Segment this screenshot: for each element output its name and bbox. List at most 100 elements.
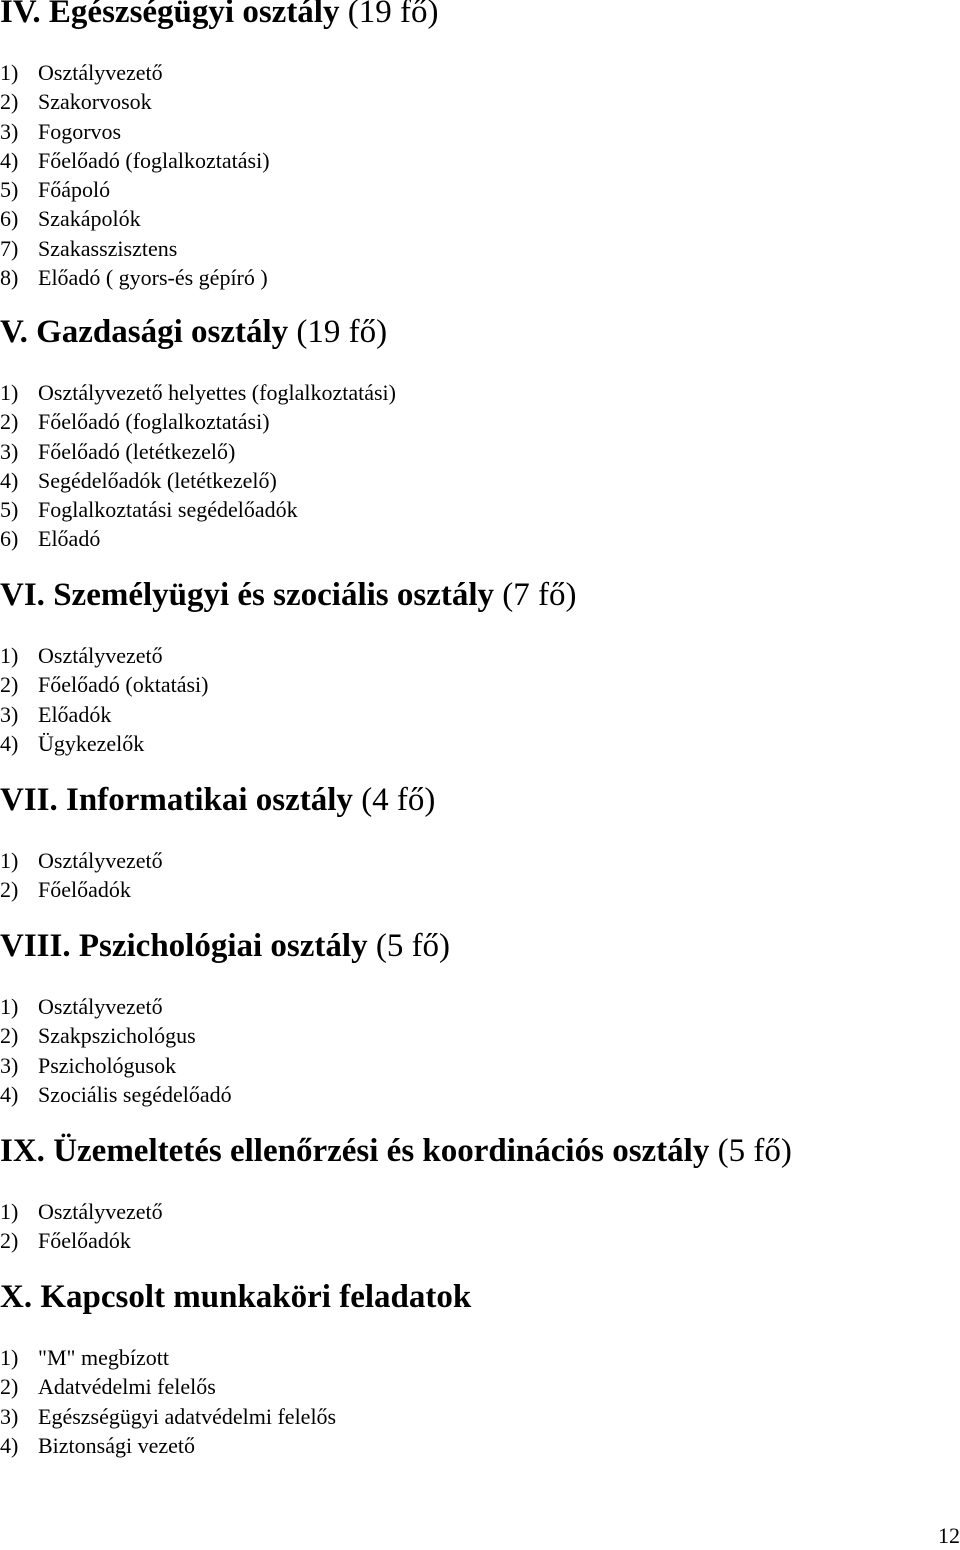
position-list: 1) Osztályvezető 2) Szakpszichológus 3) Psz… (0, 992, 232, 1109)
section-heading: VIII. Pszichológiai osztály (5 fő) (0, 930, 940, 963)
staff-count: (4 fő) (361, 782, 436, 818)
item-marker: 2) (0, 672, 19, 698)
section-x: X. Kapcsolt munkaköri feladatok 1) "M" me… (0, 1281, 940, 1458)
item-marker: 2) (0, 89, 19, 115)
item-marker: 4) (0, 1081, 19, 1107)
item-text: Osztályvezető (38, 994, 163, 1019)
section-viii: VIII. Pszichológiai osztály (5 fő) 1) Osz… (0, 930, 940, 1107)
section-number: V. (0, 314, 28, 350)
section-heading: IX. Üzemeltetés ellenőrzési és koordinác… (0, 1135, 940, 1168)
position-list: 1) Osztályvezető 2) Főelőadó (oktatási) 3)… (0, 641, 208, 758)
section-v: V. Gazdasági osztály (19 fő) 1) Osztályve… (0, 316, 940, 552)
list-item: 1) Osztályvezető (0, 58, 270, 87)
item-text: Osztályvezető (38, 643, 163, 668)
list-item: 2) Főelőadó (foglalkoztatási) (0, 407, 396, 436)
item-text: Adatvédelmi felelős (38, 1374, 216, 1400)
item-text: Ügykezelők (38, 730, 145, 756)
section-heading: IV. Egészségügyi osztály (19 fő) (0, 0, 940, 29)
item-marker: 1) (0, 380, 19, 405)
list-item: 1) "M" megbízott (0, 1343, 336, 1372)
item-text: Szociális segédelőadó (38, 1081, 232, 1107)
item-marker: 1) (0, 60, 19, 85)
item-text: Foglalkoztatási segédelőadók (38, 497, 298, 523)
staff-count: (19 fő) (347, 0, 439, 30)
list-item: 2) Adatvédelmi felelős (0, 1372, 336, 1401)
item-text: Főelőadó (letétkezelő) (38, 438, 236, 464)
item-marker: 2) (0, 877, 19, 903)
section-number: VII. (0, 782, 58, 818)
list-item: 3) Egészségügyi adatvédelmi felelős (0, 1402, 336, 1431)
item-marker: 2) (0, 409, 19, 435)
list-item: 3) Előadók (0, 700, 208, 729)
list-item: 2) Szakpszichológus (0, 1021, 232, 1050)
list-item: 3) Pszichológusok (0, 1051, 232, 1080)
item-marker: 2) (0, 1228, 19, 1254)
position-list: 1) Osztályvezető 2) Szakorvosok 3) Fogorvos… (0, 58, 270, 292)
section-vii: VII. Informatikai osztály (4 fő) 1) Osztá… (0, 784, 940, 903)
item-text: Főápoló (38, 177, 111, 203)
section-vi: VI. Személyügyi és szociális osztály (7 … (0, 579, 940, 756)
section-title: Informatikai osztály (66, 782, 353, 818)
list-item: 2) Főelőadó (oktatási) (0, 670, 208, 699)
item-text: Osztályvezető helyettes (foglalkoztatási… (38, 380, 396, 405)
item-text: Osztályvezető (38, 848, 163, 873)
list-item: 1) Osztályvezető (0, 992, 232, 1021)
item-marker: 5) (0, 177, 19, 203)
section-heading: VII. Informatikai osztály (4 fő) (0, 784, 940, 817)
item-text: Fogorvos (38, 118, 122, 144)
list-item: 6) Szakápolók (0, 204, 270, 233)
item-text: Pszichológusok (38, 1052, 177, 1078)
item-marker: 2) (0, 1374, 19, 1400)
item-text: Főelőadó (oktatási) (38, 672, 209, 698)
section-title: Pszichológiai osztály (78, 928, 368, 964)
item-text: "M" megbízott (38, 1345, 170, 1370)
item-marker: 3) (0, 701, 19, 727)
position-list: 1) Osztályvezető helyettes (foglalkoztatá… (0, 378, 396, 554)
list-item: 4) Főelőadó (foglalkoztatási) (0, 146, 270, 175)
section-heading: X. Kapcsolt munkaköri feladatok (0, 1281, 940, 1314)
item-marker: 6) (0, 206, 19, 232)
item-text: Segédelőadók (letétkezelő) (38, 467, 277, 493)
section-number: VIII. (0, 928, 71, 964)
list-item: 1) Osztályvezető (0, 1197, 163, 1226)
section-number: IV. (0, 0, 41, 30)
section-title: Üzemeltetés ellenőrzési és koordinációs … (53, 1133, 710, 1169)
item-text: Előadók (38, 701, 112, 727)
item-text: Főelőadó (foglalkoztatási) (38, 147, 270, 173)
item-text: Biztonsági vezető (38, 1432, 196, 1458)
item-marker: 5) (0, 497, 19, 523)
section-title: Kapcsolt munkaköri feladatok (40, 1279, 472, 1315)
item-marker: 1) (0, 643, 19, 668)
item-marker: 6) (0, 526, 19, 552)
item-marker: 2) (0, 1023, 19, 1049)
section-title: Egészségügyi osztály (48, 0, 340, 30)
position-list: 1) Osztályvezető 2) Főelőadók (0, 846, 163, 905)
item-text: Főelőadók (38, 1228, 131, 1254)
item-marker: 3) (0, 438, 19, 464)
item-marker: 1) (0, 848, 19, 873)
item-text: Előadó (38, 526, 101, 552)
item-text: Szakasszisztens (38, 235, 178, 261)
list-item: 2) Főelőadók (0, 1226, 163, 1255)
staff-count: (19 fő) (296, 314, 388, 350)
item-text: Osztályvezető (38, 1199, 163, 1224)
item-marker: 3) (0, 1052, 19, 1078)
page-number: 12 (938, 1523, 960, 1548)
item-text: Szakpszichológus (38, 1023, 196, 1049)
list-item: 7) Szakasszisztens (0, 234, 270, 263)
list-item: 1) Osztályvezető (0, 641, 208, 670)
section-heading: V. Gazdasági osztály (19 fő) (0, 316, 940, 349)
item-marker: 4) (0, 147, 19, 173)
item-marker: 1) (0, 994, 19, 1019)
list-item: 4) Ügykezelők (0, 729, 208, 758)
item-text: Osztályvezető (38, 60, 163, 85)
item-marker: 4) (0, 1432, 19, 1458)
list-item: 5) Foglalkoztatási segédelőadók (0, 495, 396, 524)
section-number: IX. (0, 1133, 45, 1169)
list-item: 6) Előadó (0, 524, 396, 553)
list-item: 1) Osztályvezető helyettes (foglalkoztatá… (0, 378, 396, 407)
section-heading: VI. Személyügyi és szociális osztály (7 … (0, 579, 940, 612)
item-marker: 8) (0, 265, 19, 291)
position-list: 1) "M" megbízott 2) Adatvédelmi felelős 3)… (0, 1343, 336, 1460)
list-item: 4) Biztonsági vezető (0, 1431, 336, 1460)
